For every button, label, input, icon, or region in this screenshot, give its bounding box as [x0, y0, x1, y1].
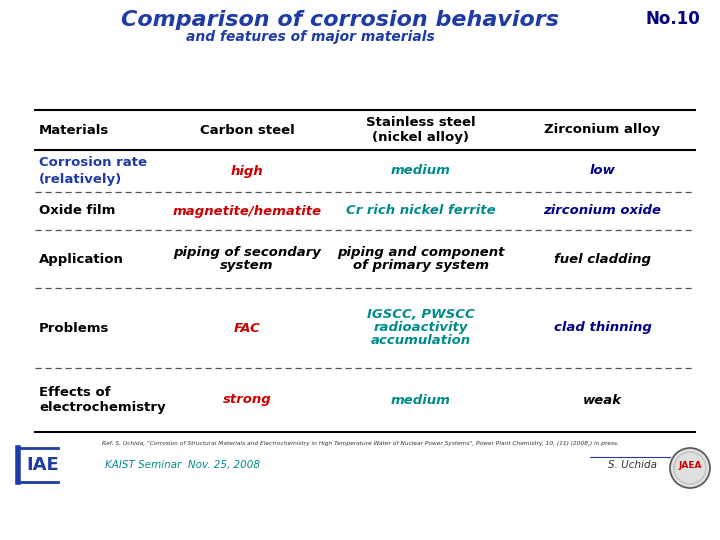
Text: Corrosion rate: Corrosion rate — [39, 157, 147, 170]
Text: IGSCC, PWSCC: IGSCC, PWSCC — [367, 308, 475, 321]
Text: strong: strong — [222, 394, 271, 407]
Text: Problems: Problems — [39, 321, 109, 334]
Text: accumulation: accumulation — [371, 334, 471, 348]
Text: fuel cladding: fuel cladding — [554, 253, 651, 266]
Text: clad thinning: clad thinning — [554, 321, 652, 334]
Text: FAC: FAC — [233, 321, 261, 334]
Text: Carbon steel: Carbon steel — [199, 124, 294, 137]
Text: medium: medium — [391, 165, 451, 178]
Text: low: low — [590, 165, 616, 178]
Text: JAEA: JAEA — [678, 462, 702, 470]
Text: radioactivity: radioactivity — [374, 321, 468, 334]
Text: piping of secondary: piping of secondary — [173, 246, 321, 259]
Text: and features of major materials: and features of major materials — [186, 30, 434, 44]
Circle shape — [670, 448, 710, 488]
Text: weak: weak — [583, 394, 622, 407]
Text: (nickel alloy): (nickel alloy) — [372, 132, 469, 145]
Text: KAIST Seminar  Nov. 25, 2008: KAIST Seminar Nov. 25, 2008 — [105, 460, 260, 470]
Text: high: high — [230, 165, 264, 178]
Text: S. Uchida: S. Uchida — [608, 460, 657, 470]
Text: Ref. S. Uchida, "Corrosion of Structural Materials and Electrochemistry in High : Ref. S. Uchida, "Corrosion of Structural… — [102, 441, 618, 446]
Text: Stainless steel: Stainless steel — [366, 116, 476, 129]
Text: electrochemistry: electrochemistry — [39, 402, 166, 415]
Text: No.10: No.10 — [645, 10, 700, 28]
Text: zirconium oxide: zirconium oxide — [544, 205, 662, 218]
Text: Materials: Materials — [39, 124, 109, 137]
Text: Cr rich nickel ferrite: Cr rich nickel ferrite — [346, 205, 496, 218]
Text: Effects of: Effects of — [39, 386, 111, 399]
Text: system: system — [220, 259, 274, 272]
Text: Oxide film: Oxide film — [39, 205, 115, 218]
Text: Comparison of corrosion behaviors: Comparison of corrosion behaviors — [121, 10, 559, 30]
Text: magnetite/hematite: magnetite/hematite — [172, 205, 322, 218]
Text: Zirconium alloy: Zirconium alloy — [544, 124, 660, 137]
Text: (relatively): (relatively) — [39, 172, 122, 186]
Text: IAE: IAE — [26, 456, 59, 474]
Text: medium: medium — [391, 394, 451, 407]
Text: of primary system: of primary system — [353, 259, 489, 272]
Text: Application: Application — [39, 253, 124, 266]
Text: piping and component: piping and component — [337, 246, 505, 259]
